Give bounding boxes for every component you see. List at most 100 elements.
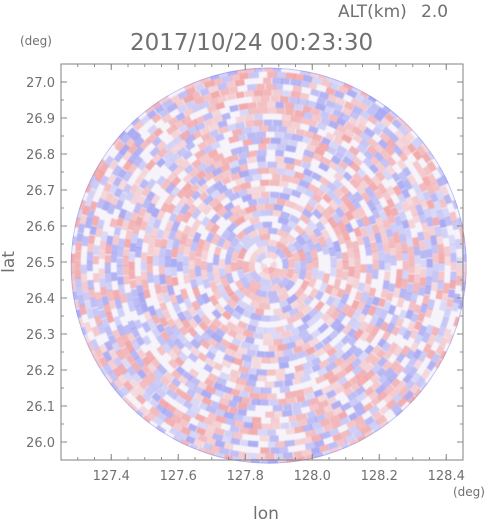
radar-gate (229, 425, 240, 433)
radar-gate (329, 318, 341, 331)
radar-gate (281, 120, 292, 128)
radar-gate (249, 299, 262, 309)
radar-gate (139, 138, 151, 151)
radar-gate (372, 260, 379, 271)
radar-gate (406, 142, 417, 154)
radar-gate (223, 188, 234, 198)
radar-gate (205, 350, 216, 361)
radar-gate (145, 190, 156, 202)
radar-gate (385, 399, 397, 410)
radar-gate (221, 112, 231, 121)
radar-gate (230, 437, 241, 446)
radar-gate (285, 200, 297, 209)
radar-gate (332, 178, 344, 189)
radar-gate (311, 114, 322, 123)
radar-gate (334, 150, 345, 161)
radar-gate (258, 277, 271, 286)
radar-gate (278, 180, 289, 188)
radar-gate (112, 176, 123, 187)
radar-gate (381, 190, 392, 202)
radar-gate (390, 206, 400, 217)
radar-gate (91, 325, 101, 337)
radar-gate (238, 151, 250, 160)
radar-gate (286, 396, 297, 405)
radar-gate (134, 186, 144, 198)
radar-gate (349, 177, 360, 189)
radar-gate (396, 380, 407, 392)
radar-gate (438, 198, 448, 209)
radar-gate (317, 235, 328, 247)
radar-gate (392, 392, 404, 404)
radar-gate (422, 190, 432, 202)
radar-gate (347, 412, 359, 422)
radar-gate (263, 77, 272, 84)
radar-gate (250, 312, 262, 322)
radar-gate (236, 188, 248, 198)
y-tick-label: 26.9 (26, 112, 55, 127)
radar-gate (357, 282, 366, 292)
radar-gate (171, 421, 184, 432)
radar-gate (313, 341, 325, 352)
radar-gate (114, 298, 123, 309)
radar-gate (125, 292, 134, 304)
radar-gate (244, 120, 256, 128)
radar-gate (293, 287, 305, 299)
radar-gate (108, 183, 119, 195)
radar-gate (140, 261, 147, 271)
radar-gate (202, 278, 211, 290)
radar-gate (230, 147, 242, 156)
radar-gate (192, 130, 203, 140)
radar-gate (217, 94, 228, 103)
radar-gate (196, 380, 209, 391)
radar-gate (346, 327, 357, 339)
radar-gate (300, 341, 312, 352)
radar-gate (364, 245, 373, 256)
y-tick-label: 26.5 (26, 256, 55, 271)
radar-gate (135, 335, 145, 347)
radar-gate (377, 337, 387, 349)
radar-gate (182, 370, 193, 382)
radar-gate (170, 258, 177, 268)
radar-gate (237, 402, 247, 410)
radar-gate (207, 412, 218, 421)
radar-gate (437, 324, 447, 336)
radar-gate (240, 126, 252, 135)
radar-gate (400, 279, 408, 289)
radar-gate (348, 397, 360, 408)
radar-gate (178, 325, 189, 336)
radar-gate (226, 92, 236, 101)
radar-gate (99, 240, 107, 251)
radar-gate (341, 303, 352, 316)
radar-gate (300, 231, 312, 244)
radar-gate (374, 232, 383, 244)
radar-gate (321, 209, 333, 222)
radar-gate (221, 169, 232, 179)
radar-gate (407, 218, 416, 229)
radar-gate (290, 115, 301, 123)
radar-gate (340, 402, 352, 412)
radar-gate (431, 216, 440, 227)
radar-gate (334, 322, 346, 334)
radar-gate (377, 251, 385, 261)
radar-gate (286, 315, 297, 325)
radar-gate (223, 284, 234, 297)
radar-gate (430, 281, 438, 292)
radar-gate (269, 179, 280, 187)
radar-gate (142, 233, 151, 244)
radar-gate (328, 246, 337, 257)
radar-gate (175, 294, 185, 305)
radar-gate (347, 335, 359, 347)
radar-gate (424, 285, 432, 296)
radar-gate (336, 117, 347, 127)
radar-gate (152, 377, 164, 389)
radar-gate (146, 178, 157, 190)
radar-gate (93, 245, 100, 256)
radar-gate (176, 138, 189, 150)
radar-gate (261, 387, 272, 394)
radar-gate (329, 380, 341, 391)
radar-gate (176, 332, 188, 344)
radar-gate (344, 150, 356, 161)
radar-gate (376, 390, 388, 402)
radar-gate (200, 100, 211, 110)
radar-gate (365, 333, 376, 344)
